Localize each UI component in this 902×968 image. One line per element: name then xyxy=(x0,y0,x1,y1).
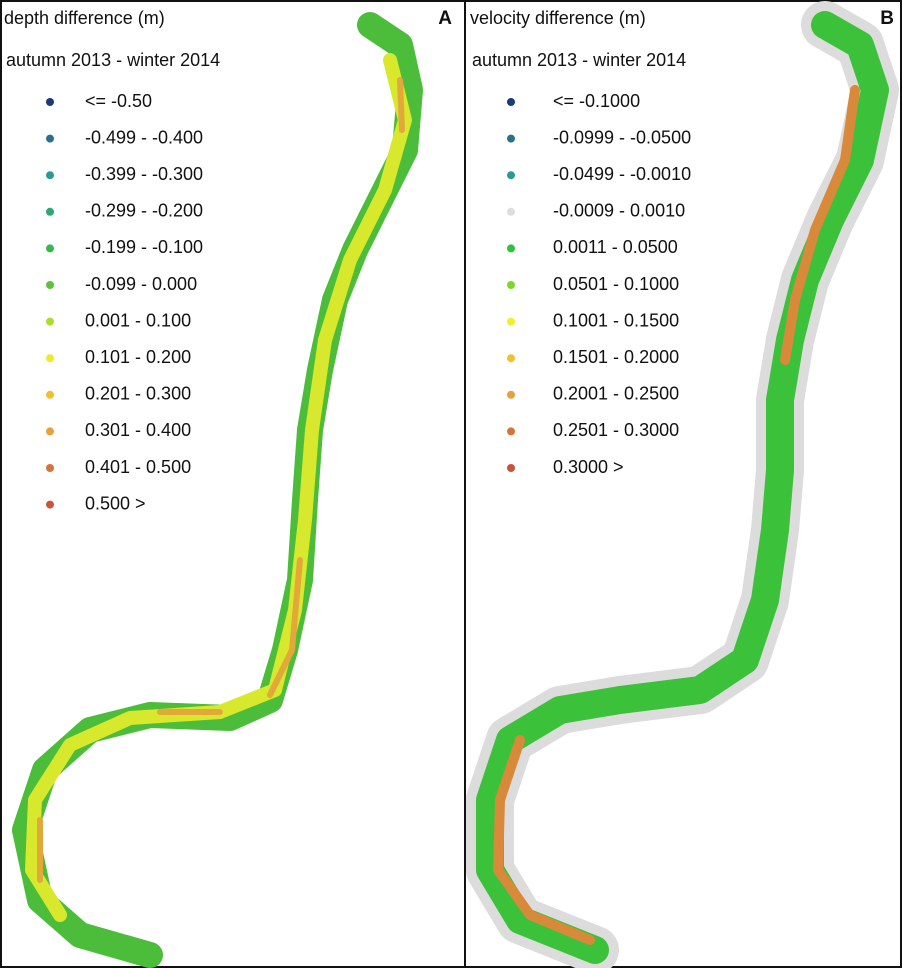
legend-label: 0.3000 > xyxy=(553,457,624,477)
legend-swatch xyxy=(507,427,515,435)
legend-label: 0.500 > xyxy=(85,493,146,513)
panel-title: velocity difference (m) xyxy=(470,8,646,28)
legend-swatch xyxy=(46,501,54,509)
panel-subtitle: autumn 2013 - winter 2014 xyxy=(472,50,686,70)
legend-swatch xyxy=(507,464,515,472)
panel-subtitle: autumn 2013 - winter 2014 xyxy=(6,50,220,70)
legend-swatch xyxy=(507,135,515,143)
legend-label: -0.099 - 0.000 xyxy=(85,274,197,294)
legend-swatch xyxy=(507,244,515,252)
panel-letter: B xyxy=(880,8,894,29)
legend-label: 0.001 - 0.100 xyxy=(85,310,191,330)
legend-label: -0.0009 - 0.0010 xyxy=(553,201,685,221)
legend-label: <= -0.50 xyxy=(85,91,152,111)
legend-label: -0.499 - -0.400 xyxy=(85,127,203,147)
legend-swatch xyxy=(46,427,54,435)
legend-swatch xyxy=(46,354,54,362)
figure: depth difference (m) autumn 2013 - winter… xyxy=(0,0,902,968)
panel-title: depth difference (m) xyxy=(4,8,165,28)
legend-label: 0.2001 - 0.2500 xyxy=(553,384,679,404)
legend-label: 0.401 - 0.500 xyxy=(85,457,191,477)
river-a xyxy=(25,25,410,955)
page: depth difference (m) autumn 2013 - winter… xyxy=(0,0,902,968)
legend-swatch xyxy=(46,98,54,106)
legend-label: 0.2501 - 0.3000 xyxy=(553,420,679,440)
legend-swatch xyxy=(507,354,515,362)
legend-label: -0.299 - -0.200 xyxy=(85,201,203,221)
legend-swatch xyxy=(46,135,54,143)
legend-label: 0.201 - 0.300 xyxy=(85,384,191,404)
legend-label: -0.0999 - -0.0500 xyxy=(553,127,691,147)
legend-swatch xyxy=(46,208,54,216)
legend-swatch xyxy=(507,98,515,106)
legend-swatch xyxy=(46,244,54,252)
legend-swatch xyxy=(507,208,515,216)
legend-label: -0.199 - -0.100 xyxy=(85,237,203,257)
panel-letter: A xyxy=(438,8,452,29)
legend-swatch xyxy=(46,391,54,399)
legend-swatch xyxy=(507,281,515,289)
legend-swatch xyxy=(46,464,54,472)
legend-swatch xyxy=(46,281,54,289)
legend-label: 0.101 - 0.200 xyxy=(85,347,191,367)
legend-swatch xyxy=(46,318,54,326)
legend-label: -0.399 - -0.300 xyxy=(85,164,203,184)
legend-label: 0.1501 - 0.2000 xyxy=(553,347,679,367)
legend-label: 0.1001 - 0.1500 xyxy=(553,310,679,330)
legend-swatch xyxy=(507,171,515,179)
legend-swatch xyxy=(507,391,515,399)
legend-label: 0.0011 - 0.0500 xyxy=(553,237,678,257)
legend-swatch xyxy=(507,318,515,326)
legend-swatch xyxy=(46,171,54,179)
legend-label: <= -0.1000 xyxy=(553,91,640,111)
legend-label: -0.0499 - -0.0010 xyxy=(553,164,691,184)
legend-label: 0.301 - 0.400 xyxy=(85,420,191,440)
legend-label: 0.0501 - 0.1000 xyxy=(553,274,679,294)
